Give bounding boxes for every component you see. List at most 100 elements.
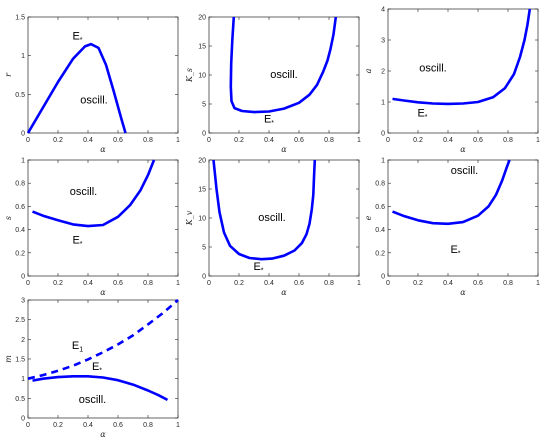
x-tick-label: 0.2 (413, 280, 423, 287)
region-label-text: E (253, 261, 260, 273)
x-tick-label: 0 (207, 280, 211, 287)
x-tick-label: 0.2 (234, 280, 244, 287)
y-axis-label: m (4, 355, 13, 363)
series-line-2 (32, 374, 169, 402)
y-tick-label: 1 (381, 158, 385, 165)
region-label: E* (253, 261, 263, 275)
subplot-4: 0 0.2 0.4 0.6 0.8 1 0 0.2 0.4 0.6 0.8 1 α s oscill. E* (4, 158, 180, 298)
x-tick-label: 0.8 (143, 137, 153, 144)
region-label-text: oscill. (80, 95, 108, 107)
region-label: oscill. (451, 165, 479, 177)
y-tick-label: 0.2 (15, 250, 25, 257)
y-tick-label: 0 (381, 131, 385, 138)
x-tick-label: 0.2 (53, 422, 63, 429)
region-label-text: oscill. (451, 165, 479, 177)
x-tick-label: 0.4 (443, 137, 453, 144)
x-tick-label: 0.6 (294, 280, 304, 287)
x-tick-label: 0.8 (324, 280, 334, 287)
region-label-subscript: * (80, 241, 83, 248)
x-tick-label: 0.4 (443, 280, 453, 287)
y-axis-label: r (4, 72, 13, 77)
x-tick-label: 0.2 (413, 137, 423, 144)
x-tick-label: 0 (386, 137, 390, 144)
y-tick-label: 2 (21, 337, 25, 344)
subplot-6: 0 0.2 0.4 0.6 0.8 1 0 0.2 0.4 0.6 0.8 1 α e oscill. E* (364, 158, 540, 298)
y-tick-label: 0.6 (375, 204, 385, 211)
y-tick-label: 3 (381, 38, 385, 45)
x-tick-label: 0.8 (324, 137, 334, 144)
region-label-text: oscill. (270, 69, 298, 81)
region-label: oscill. (80, 95, 108, 107)
y-tick-label: 0 (381, 274, 385, 281)
series-line-1 (212, 159, 317, 261)
y-axis-label: K_s (185, 68, 194, 83)
region-label: oscill. (270, 69, 298, 81)
y-tick-label: 5 (202, 245, 206, 252)
x-tick-label: 0 (207, 137, 211, 144)
x-axis-label: α (281, 145, 287, 154)
x-tick-label: 0.6 (113, 137, 123, 144)
x-tick-label: 0.2 (234, 137, 244, 144)
y-tick-label: 2 (381, 69, 385, 76)
x-tick-label: 0.6 (113, 422, 123, 429)
region-label-text: E (72, 30, 79, 42)
y-tick-label: 0.8 (375, 181, 385, 188)
subplot-3: 0 0.2 0.4 0.6 0.8 1 0 1 2 3 4 α a oscill. E* (364, 7, 540, 155)
x-tick-label: 0.2 (53, 137, 63, 144)
y-tick-label: 2.5 (15, 317, 25, 324)
x-tick-label: 1 (176, 280, 180, 287)
y-tick-label: 1.5 (15, 357, 25, 364)
region-label: oscill. (258, 212, 286, 224)
series-line-1 (32, 159, 156, 228)
region-label-text: oscill. (79, 394, 107, 406)
region-label: E* (92, 361, 102, 375)
region-label-text: E (92, 361, 99, 373)
region-label-subscript: * (271, 120, 274, 127)
region-label: E* (450, 244, 460, 257)
y-tick-label: 10 (198, 73, 206, 80)
x-axis-label: α (281, 288, 287, 297)
y-tick-label: 0.2 (375, 250, 385, 257)
region-label: oscill. (419, 63, 447, 75)
region-label: E* (72, 235, 82, 249)
x-axis-label: α (460, 145, 466, 154)
x-tick-label: 1 (176, 422, 180, 429)
x-tick-label: 0 (26, 280, 30, 287)
region-label-text: oscill. (258, 212, 286, 224)
y-tick-label: 5 (202, 102, 206, 109)
x-tick-label: 0.6 (473, 137, 483, 144)
x-tick-label: 0.2 (53, 280, 63, 287)
y-tick-label: 0 (21, 416, 25, 423)
series-line-1 (27, 299, 179, 380)
x-tick-label: 1 (536, 137, 540, 144)
y-tick-label: 20 (198, 158, 206, 165)
region-label-subscript: * (80, 37, 83, 44)
axes-frame (27, 16, 179, 134)
x-tick-label: 0.4 (83, 280, 93, 287)
region-label-subscript: * (458, 250, 461, 257)
x-tick-label: 0.8 (503, 137, 513, 144)
y-tick-label: 1 (21, 158, 25, 165)
region-label-text: E (264, 114, 271, 126)
y-tick-label: 1 (21, 376, 25, 383)
region-label-subscript: 1 (79, 347, 83, 354)
y-axis-label: a (364, 68, 373, 73)
region-label-subscript: * (99, 368, 102, 375)
y-tick-label: 0 (202, 131, 206, 138)
series-line-1 (26, 42, 127, 134)
x-tick-label: 0.4 (83, 422, 93, 429)
y-tick-label: 20 (198, 15, 206, 22)
y-tick-label: 15 (198, 44, 206, 51)
x-axis-label: α (100, 430, 106, 439)
y-tick-label: 15 (198, 187, 206, 194)
y-axis-label: e (364, 215, 373, 220)
x-tick-label: 1 (176, 137, 180, 144)
x-tick-label: 1 (357, 280, 361, 287)
x-tick-label: 1 (536, 280, 540, 287)
x-tick-label: 0.8 (143, 422, 153, 429)
x-axis-label: α (460, 288, 466, 297)
region-label-text: E (72, 340, 79, 352)
